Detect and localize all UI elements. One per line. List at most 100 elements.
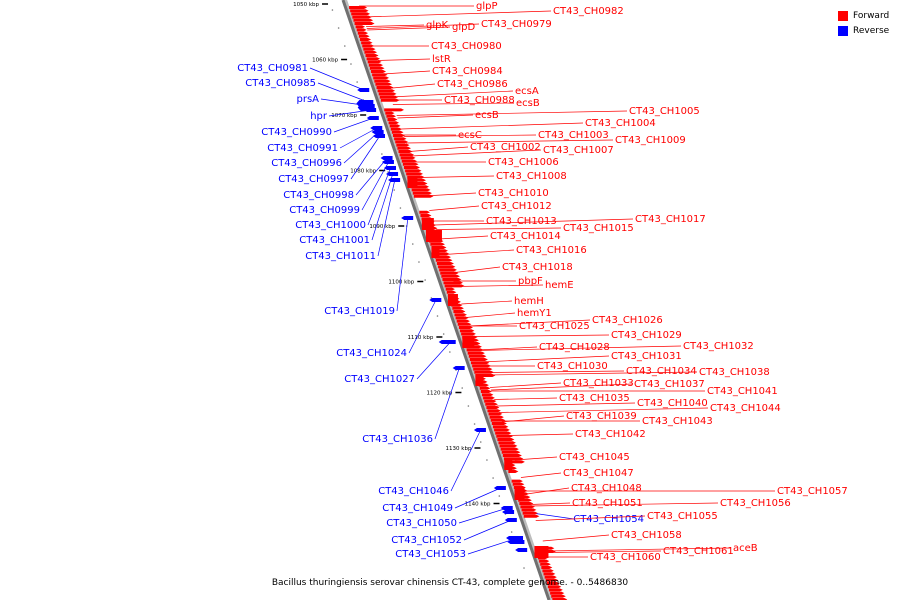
forward-gene-label[interactable]: CT43_CH1012 (481, 201, 552, 212)
forward-gene-label[interactable]: aceB (733, 543, 758, 554)
forward-gene-label[interactable]: glpD (452, 22, 475, 33)
forward-gene-label[interactable]: CT43_CH1005 (629, 106, 700, 117)
forward-gene-label[interactable]: CT43_CH1009 (615, 135, 686, 146)
reverse-gene-label[interactable]: CT43_CH1011 (305, 251, 376, 262)
forward-gene-label[interactable]: CT43_CH1030 (537, 361, 608, 372)
forward-gene-label[interactable]: hemY1 (517, 308, 552, 319)
forward-gene-label[interactable]: CT43_CH1007 (543, 145, 614, 156)
reverse-gene-label[interactable]: CT43_CH0991 (267, 143, 338, 154)
reverse-gene-label[interactable]: CT43_CH1053 (395, 549, 466, 560)
forward-gene-label[interactable]: CT43_CH1013 (486, 216, 557, 227)
forward-gene-label[interactable]: CT43_CH1051 (572, 498, 643, 509)
forward-gene-label[interactable]: CT43_CH0982 (553, 6, 624, 17)
reverse-gene-label[interactable]: CT43_CH1000 (295, 220, 366, 231)
forward-gene-label[interactable]: CT43_CH1002 (470, 142, 541, 153)
forward-gene-label[interactable]: ecsA (515, 86, 539, 97)
reverse-gene-label[interactable]: CT43_CH0996 (271, 158, 342, 169)
forward-gene-label[interactable]: CT43_CH1045 (559, 452, 630, 463)
reverse-gene-label[interactable]: CT43_CH0999 (289, 205, 360, 216)
forward-gene-label[interactable]: CT43_CH1017 (635, 214, 706, 225)
forward-gene-label[interactable]: CT43_CH1003 (538, 130, 609, 141)
forward-gene-label[interactable]: CT43_CH1060 (590, 552, 661, 563)
forward-gene-arrow (498, 441, 516, 445)
forward-gene-label[interactable]: CT43_CH1032 (683, 341, 754, 352)
forward-gene-label[interactable]: CT43_CH1037 (634, 379, 705, 390)
legend: Forward Reverse (838, 8, 889, 38)
forward-gene-label[interactable]: CT43_CH1048 (571, 483, 642, 494)
reverse-gene-label[interactable]: CT43_CH1052 (391, 535, 462, 546)
forward-gene-label[interactable]: CT43_CH1028 (539, 342, 610, 353)
forward-gene-label[interactable]: hemH (514, 296, 544, 307)
reverse-gene-label[interactable]: CT43_CH0981 (237, 63, 308, 74)
forward-gene-label[interactable]: CT43_CH1041 (707, 386, 778, 397)
track-dot (529, 585, 531, 587)
reverse-gene-label[interactable]: CT43_CH0997 (278, 174, 349, 185)
reverse-gene-label[interactable]: CT43_CH1024 (336, 348, 407, 359)
reverse-leader-line (361, 161, 389, 211)
reverse-gene-label[interactable]: CT43_CH0990 (261, 127, 332, 138)
forward-gene-label[interactable]: CT43_CH1025 (519, 321, 590, 332)
forward-gene-label[interactable]: CT43_CH1015 (563, 223, 634, 234)
forward-gene-label[interactable]: CT43_CH1056 (720, 498, 791, 509)
forward-gene-label[interactable]: CT43_CH1040 (637, 398, 708, 409)
forward-gene-label[interactable]: CT43_CH1006 (488, 157, 559, 168)
reverse-gene-arrow (383, 166, 396, 170)
reverse-gene-label[interactable]: CT43_CH1054 (573, 514, 644, 525)
forward-gene-label[interactable]: CT43_CH1014 (490, 231, 561, 242)
forward-gene-label[interactable]: lstR (432, 54, 451, 65)
reverse-gene-label[interactable]: CT43_CH0998 (283, 190, 354, 201)
forward-gene-label[interactable]: CT43_CH1034 (626, 366, 697, 377)
forward-gene-label[interactable]: CT43_CH1057 (777, 486, 848, 497)
forward-gene-label[interactable]: CT43_CH1010 (478, 188, 549, 199)
forward-gene-label[interactable]: ecsB (475, 110, 499, 121)
reverse-gene-label[interactable]: CT43_CH1019 (324, 306, 395, 317)
forward-gene-label[interactable]: CT43_CH0984 (432, 66, 503, 77)
forward-gene-arrow (467, 351, 485, 355)
forward-gene-label[interactable]: CT43_CH1016 (516, 245, 587, 256)
reverse-gene-label[interactable]: CT43_CH1049 (382, 503, 453, 514)
reverse-gene-label[interactable]: hpr (310, 111, 328, 122)
reverse-gene-label[interactable]: CT43_CH1046 (378, 486, 449, 497)
forward-leader-line (490, 383, 633, 391)
reverse-gene-label[interactable]: CT43_CH1001 (299, 235, 370, 246)
forward-gene-arrow (456, 319, 470, 323)
reverse-gene-label[interactable]: CT43_CH1050 (386, 518, 457, 529)
forward-gene-label[interactable]: CT43_CH0986 (437, 79, 508, 90)
forward-gene-label[interactable]: CT43_CH1058 (611, 530, 682, 541)
forward-gene-label[interactable]: CT43_CH1055 (647, 511, 718, 522)
forward-gene-arrow (489, 415, 504, 419)
forward-gene-label[interactable]: CT43_CH1029 (611, 330, 682, 341)
forward-gene-label[interactable]: CT43_CH1043 (642, 416, 713, 427)
forward-gene-label[interactable]: CT43_CH1008 (496, 171, 567, 182)
forward-gene-label[interactable]: CT43_CH1042 (575, 429, 646, 440)
reverse-gene-label[interactable]: CT43_CH1027 (344, 374, 415, 385)
reverse-gene-label[interactable]: CT43_CH1036 (362, 434, 433, 445)
track-dot (449, 351, 451, 353)
reverse-gene-label[interactable]: prsA (296, 94, 319, 105)
reverse-gene-label[interactable]: CT43_CH0985 (245, 78, 316, 89)
reverse-gene-arrow (515, 548, 528, 552)
forward-gene-label[interactable]: CT43_CH1061 (663, 546, 734, 557)
forward-gene-label[interactable]: CT43_CH1038 (699, 367, 770, 378)
forward-leader-line (520, 472, 562, 478)
forward-gene-label[interactable]: CT43_CH1031 (611, 351, 682, 362)
forward-gene-label[interactable]: CT43_CH1004 (585, 118, 656, 129)
forward-gene-label[interactable]: CT43_CH1044 (710, 403, 781, 414)
forward-gene-label[interactable]: CT43_CH0980 (431, 41, 502, 52)
forward-gene-label[interactable]: CT43_CH0979 (481, 19, 552, 30)
tick-marks: 1050 kbp 1060 kbp 1070 kbp 1080 kbp 1090 kbp… (293, 2, 500, 508)
forward-gene-label[interactable]: CT43_CH1039 (566, 411, 637, 422)
forward-gene-label[interactable]: CT43_CH1033 (563, 378, 634, 389)
forward-gene-label[interactable]: CT43_CH1026 (592, 315, 663, 326)
forward-gene-label[interactable]: CT43_CH1035 (559, 393, 630, 404)
forward-gene-label[interactable]: pbpF (518, 276, 543, 287)
forward-gene-arrow (395, 140, 409, 144)
forward-gene-label[interactable]: CT43_CH1018 (502, 262, 573, 273)
forward-leader-line (401, 122, 584, 130)
forward-gene-label[interactable]: CT43_CH0988 (444, 95, 515, 106)
forward-gene-label[interactable]: hemE (545, 280, 574, 291)
forward-gene-label[interactable]: CT43_CH1047 (563, 468, 634, 479)
forward-gene-label[interactable]: glpP (476, 1, 498, 12)
forward-gene-label[interactable]: ecsB (516, 98, 540, 109)
forward-gene-arrow (366, 57, 381, 61)
